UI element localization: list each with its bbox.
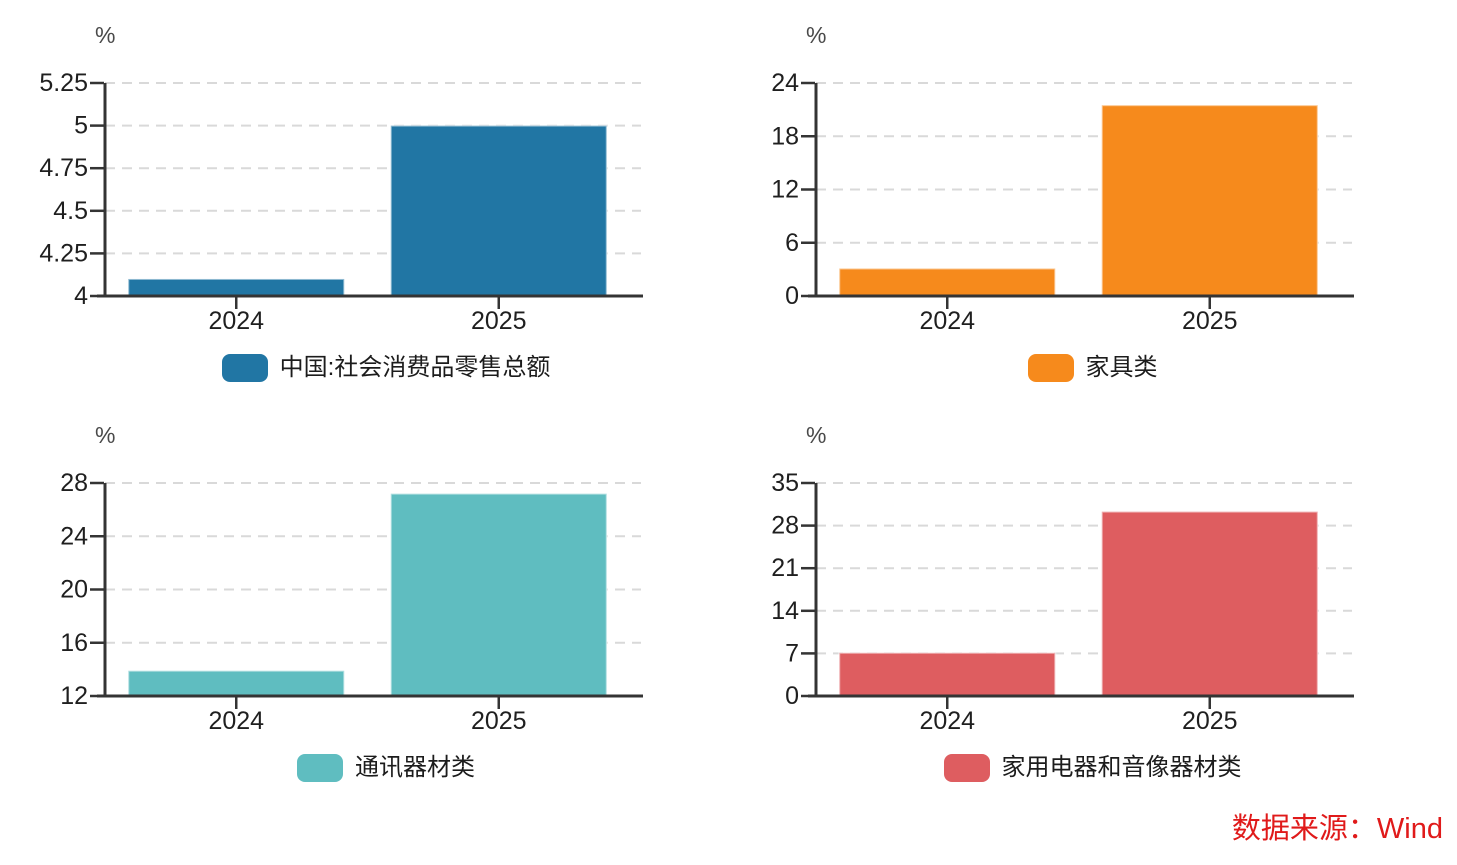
x-category-label: 2025 xyxy=(471,307,527,335)
legend-swatch xyxy=(221,354,268,382)
y-tick-label: 24 xyxy=(771,69,799,97)
y-tick-label: 24 xyxy=(60,522,88,550)
x-category-label: 2025 xyxy=(1182,707,1238,735)
legend-label: 家具类 xyxy=(1085,354,1158,381)
bar-2025 xyxy=(389,124,608,297)
legend-label: 通讯器材类 xyxy=(355,754,475,781)
source-note: 数据来源：Wind xyxy=(0,800,1457,852)
y-tick-label: 5 xyxy=(74,112,88,140)
y-tick-label: 4.25 xyxy=(39,239,88,267)
x-category-label: 2024 xyxy=(208,307,264,335)
y-tick-label: 16 xyxy=(60,629,88,657)
charts-grid: % 4 4.25 4.5 4.75 5 5.25 2024 2025 中国:社会消费品零售总额… xyxy=(0,0,1457,800)
x-category-label: 2025 xyxy=(471,707,527,735)
bar-2025 xyxy=(1100,510,1319,697)
chart-furniture: % 0 6 12 18 24 2024 2025 家具类 xyxy=(728,0,1457,400)
x-category-label: 2024 xyxy=(919,707,975,735)
y-tick-label: 14 xyxy=(771,597,799,625)
y-tick-label: 18 xyxy=(771,122,799,150)
furniture-bar-plot: 0 6 12 18 24 2024 2025 xyxy=(771,69,1354,335)
y-axis-unit-label: % xyxy=(95,422,116,448)
source-note-text: 数据来源：Wind xyxy=(1231,813,1443,845)
legend-swatch xyxy=(297,754,343,782)
x-category-label: 2024 xyxy=(208,707,264,735)
y-tick-label: 21 xyxy=(771,554,799,582)
bar-2024 xyxy=(127,669,346,697)
y-tick-label: 7 xyxy=(785,639,799,667)
legend-swatch xyxy=(1027,354,1074,382)
bar-2024 xyxy=(127,277,346,297)
y-tick-label: 35 xyxy=(771,469,799,497)
legend-label: 家用电器和音像器材类 xyxy=(1001,754,1242,781)
y-tick-label: 0 xyxy=(785,282,799,310)
bar-2025 xyxy=(1100,104,1319,297)
y-tick-label: 4 xyxy=(74,282,88,310)
y-tick-label: 12 xyxy=(60,682,88,710)
retail-total-bar-plot: 4 4.25 4.5 4.75 5 5.25 2024 2025 xyxy=(39,69,643,335)
bar-2024 xyxy=(838,651,1057,697)
legend-retail-total: 中国:社会消费品零售总额 xyxy=(22,354,750,382)
y-axis-unit-label: % xyxy=(806,422,827,448)
y-tick-label: 28 xyxy=(771,512,799,540)
chart-retail-total: % 4 4.25 4.5 4.75 5 5.25 2024 2025 中国:社会消费品零售总额 xyxy=(0,0,728,400)
legend-label: 中国:社会消费品零售总额 xyxy=(279,354,551,381)
y-tick-label: 20 xyxy=(60,576,88,604)
y-tick-label: 12 xyxy=(771,176,799,204)
bar-2025 xyxy=(389,492,608,698)
y-tick-label: 5.25 xyxy=(39,69,88,97)
chart-communication-equipment: % 12 16 20 24 28 2024 2025 通讯器材类 xyxy=(0,400,728,800)
y-tick-label: 28 xyxy=(60,469,88,497)
y-axis-unit-label: % xyxy=(95,22,116,48)
y-tick-label: 0 xyxy=(785,682,799,710)
legend-furniture: 家具类 xyxy=(728,354,1457,382)
legend-swatch xyxy=(943,754,990,782)
y-axis-unit-label: % xyxy=(806,22,827,48)
y-tick-label: 4.75 xyxy=(39,154,88,182)
bar-2024 xyxy=(838,267,1057,297)
home-appliances-bar-plot: 0 7 14 21 28 35 2024 2025 xyxy=(771,469,1354,735)
y-tick-label: 6 xyxy=(785,229,799,257)
x-category-label: 2024 xyxy=(919,307,975,335)
chart-home-appliances: % 0 7 14 21 28 35 2024 2025 家用电器和音像器材类 xyxy=(728,400,1457,800)
x-category-label: 2025 xyxy=(1182,307,1238,335)
legend-home-appliances: 家用电器和音像器材类 xyxy=(728,754,1457,782)
legend-communication-equipment: 通讯器材类 xyxy=(22,754,750,782)
y-tick-label: 4.5 xyxy=(53,197,88,225)
